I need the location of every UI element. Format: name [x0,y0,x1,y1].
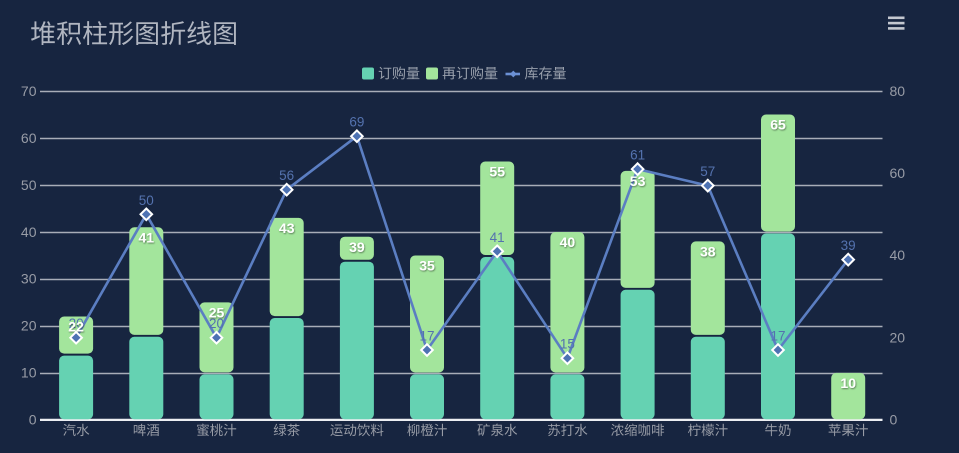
svg-text:50: 50 [21,177,37,193]
svg-text:57: 57 [700,164,715,179]
svg-text:0: 0 [29,412,37,428]
svg-text:20: 20 [69,316,84,331]
svg-text:20: 20 [209,316,224,331]
svg-text:60: 60 [21,130,37,146]
svg-text:0: 0 [890,412,898,428]
svg-text:30: 30 [21,271,37,287]
svg-text:55: 55 [489,164,505,180]
svg-text:43: 43 [279,220,295,236]
svg-text:41: 41 [139,229,155,245]
svg-text:38: 38 [700,244,716,260]
svg-text:20: 20 [21,318,37,334]
svg-text:22: 22 [68,319,84,335]
svg-text:15: 15 [560,337,575,352]
svg-text:40: 40 [21,224,37,240]
svg-text:25: 25 [209,305,225,321]
svg-text:53: 53 [630,173,646,189]
svg-text:61: 61 [630,148,645,163]
svg-text:40: 40 [560,234,576,250]
svg-text:39: 39 [841,238,856,253]
svg-text:40: 40 [890,247,906,263]
svg-text:41: 41 [490,230,505,245]
svg-text:56: 56 [279,168,294,183]
svg-text:20: 20 [890,330,906,346]
svg-text:17: 17 [419,329,434,344]
svg-text:80: 80 [890,83,906,99]
svg-text:69: 69 [349,115,364,130]
svg-text:10: 10 [21,365,37,381]
svg-text:39: 39 [349,239,365,255]
svg-text:10: 10 [840,375,856,391]
svg-text:65: 65 [770,117,786,133]
svg-text:50: 50 [139,193,154,208]
svg-text:35: 35 [419,258,435,274]
svg-text:60: 60 [890,165,906,181]
svg-text:17: 17 [770,329,785,344]
svg-text:70: 70 [21,83,37,99]
